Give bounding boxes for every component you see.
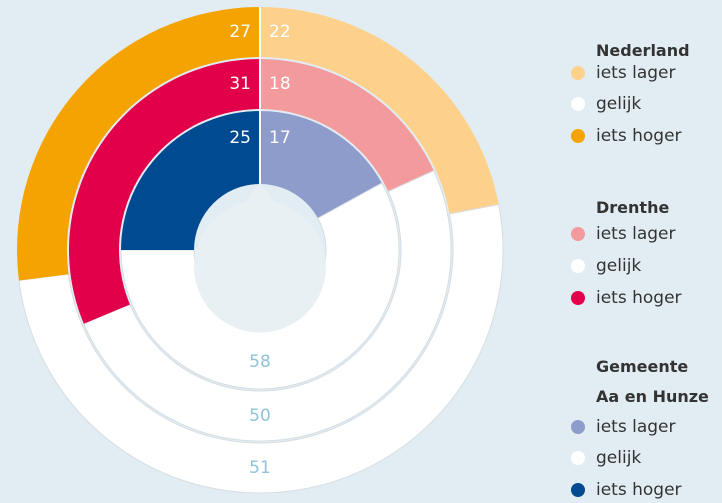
ring-segment xyxy=(260,59,434,192)
legend-marker xyxy=(571,97,585,111)
legend-marker xyxy=(571,483,585,497)
ring-segment xyxy=(260,7,499,214)
value-label: 31 xyxy=(229,74,251,94)
ring-segment xyxy=(121,111,260,250)
legend-label: iets hoger xyxy=(596,288,682,308)
value-label: 18 xyxy=(269,74,291,94)
legend-label: gelijk xyxy=(596,256,641,276)
legend-label: iets hoger xyxy=(596,480,682,500)
legend-title: Nederland xyxy=(596,41,690,60)
value-label: 27 xyxy=(229,22,251,42)
legend-label: iets hoger xyxy=(596,126,682,146)
legend-label: iets lager xyxy=(596,417,676,437)
value-label: 25 xyxy=(229,128,251,148)
legend-marker xyxy=(571,227,585,241)
legend-title: Drenthe xyxy=(596,198,670,217)
legend-label: iets lager xyxy=(596,63,676,83)
legend-marker xyxy=(571,66,585,80)
legend-marker xyxy=(571,259,585,273)
ring-segment xyxy=(83,169,452,442)
legend-marker xyxy=(571,451,585,465)
value-label: 51 xyxy=(249,458,271,478)
legend-marker xyxy=(571,129,585,143)
legend-marker xyxy=(571,291,585,305)
legend-label: gelijk xyxy=(596,94,641,114)
value-label: 58 xyxy=(249,352,271,372)
ring-segment xyxy=(16,7,260,281)
legend-label: iets lager xyxy=(596,224,676,244)
legend-label: gelijk xyxy=(596,448,641,468)
legend-marker xyxy=(571,420,585,434)
legend-title: Gemeente Aa en Hunze xyxy=(596,357,709,406)
value-label: 50 xyxy=(249,406,271,426)
ring-segment xyxy=(18,203,504,494)
value-label: 17 xyxy=(269,128,291,148)
ring-segment xyxy=(69,59,260,324)
hole xyxy=(194,182,326,333)
ring-segment xyxy=(260,111,382,219)
value-label: 22 xyxy=(269,22,291,42)
